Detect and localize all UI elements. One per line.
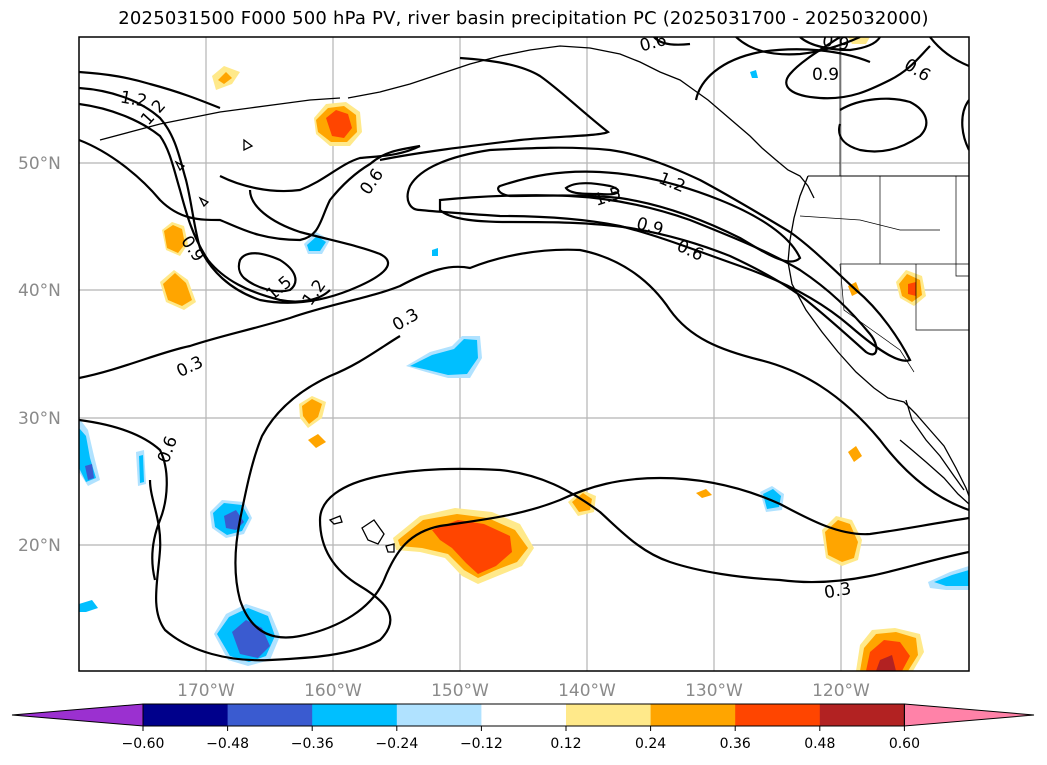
colorbar: −0.60 −0.48 −0.36 −0.24 −0.12 0.12 0.24 0.36 0.4… bbox=[11, 703, 1035, 752]
map-area bbox=[79, 37, 969, 671]
lon-label-150w: 150°W bbox=[431, 681, 489, 701]
colorbar-tick-label: 0.36 bbox=[720, 736, 751, 752]
lon-label-170w: 170°W bbox=[177, 681, 235, 701]
precip-positive-areas bbox=[160, 37, 926, 671]
contour-label: 0.9 bbox=[821, 31, 851, 55]
colorbar-segment bbox=[143, 704, 229, 726]
colorbar-extend-high bbox=[903, 703, 1035, 727]
coastlines bbox=[99, 37, 969, 553]
lat-label-30n: 30°N bbox=[18, 409, 61, 429]
longitude-labels: 170°W 160°W 150°W 140°W 130°W 120°W bbox=[177, 681, 870, 701]
colorbar-tick-label: 0.60 bbox=[889, 736, 920, 752]
plot-title: 2025031500 F000 500 hPa PV, river basin … bbox=[118, 8, 929, 29]
colorbar-segment bbox=[227, 704, 313, 726]
colorbar-tick-label: 0.48 bbox=[804, 736, 835, 752]
colorbar-tick-label: −0.48 bbox=[206, 736, 249, 752]
colorbar-tick-label: −0.24 bbox=[375, 736, 418, 752]
lon-label-130w: 130°W bbox=[685, 681, 743, 701]
lon-label-140w: 140°W bbox=[558, 681, 616, 701]
colorbar-segment bbox=[396, 704, 482, 726]
lon-label-120w: 120°W bbox=[812, 681, 870, 701]
colorbar-segment bbox=[735, 704, 821, 726]
colorbar-segment bbox=[566, 704, 652, 726]
lat-label-20n: 20°N bbox=[18, 536, 61, 556]
colorbar-tick-label: 0.24 bbox=[635, 736, 666, 752]
precip-negative-areas bbox=[79, 70, 969, 666]
pv-contours bbox=[79, 37, 969, 662]
colorbar-frame bbox=[142, 703, 905, 727]
map-frame bbox=[78, 36, 970, 672]
contour-label: 0.9 bbox=[812, 65, 839, 85]
colorbar-tick-label: −0.12 bbox=[460, 736, 503, 752]
colorbar-segment bbox=[819, 704, 905, 726]
lat-label-40n: 40°N bbox=[18, 281, 61, 301]
colorbar-segment bbox=[312, 704, 398, 726]
colorbar-tick-label: −0.60 bbox=[122, 736, 165, 752]
colorbar-tick-label: −0.36 bbox=[291, 736, 334, 752]
colorbar-tick-label: 0.12 bbox=[550, 736, 581, 752]
colorbar-segment bbox=[481, 704, 567, 726]
contour-label: 0.3 bbox=[823, 579, 853, 603]
colorbar-extend-low bbox=[11, 703, 144, 727]
latitude-labels: 50°N 40°N 30°N 20°N bbox=[18, 154, 61, 556]
lat-label-50n: 50°N bbox=[18, 154, 61, 174]
colorbar-segment bbox=[650, 704, 736, 726]
contour-label: 1.2 bbox=[119, 87, 149, 111]
lon-label-160w: 160°W bbox=[304, 681, 362, 701]
